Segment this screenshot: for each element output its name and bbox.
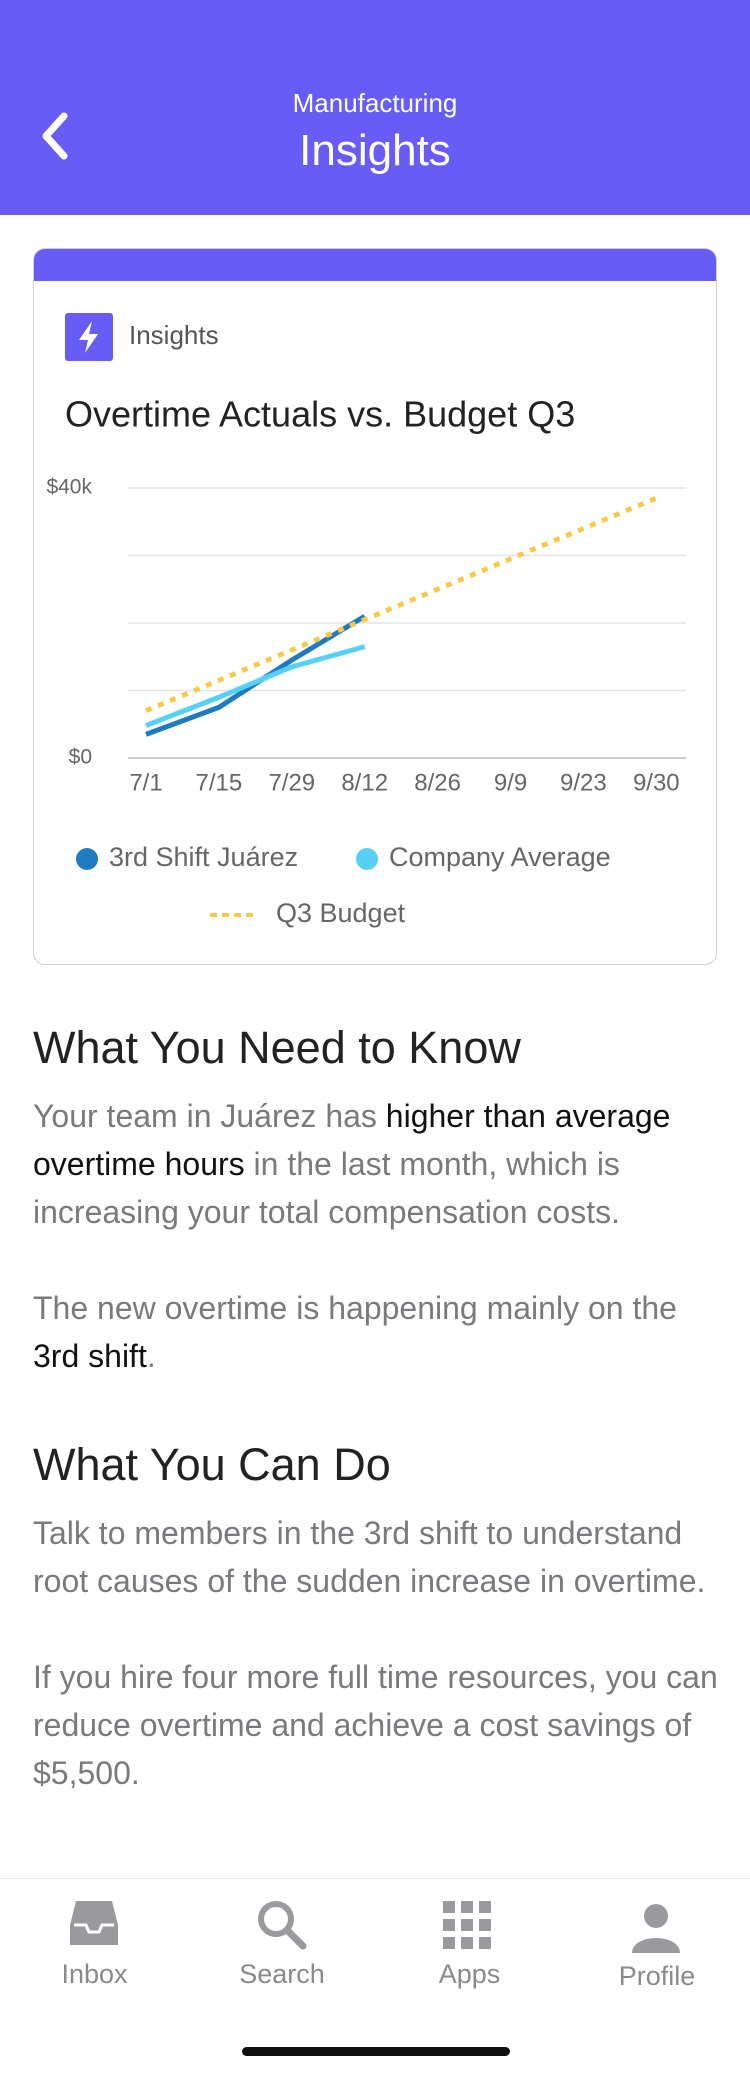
apps-icon [443, 1901, 493, 1951]
paragraph: The new overtime is happening mainly on … [33, 1284, 723, 1380]
series-line [146, 616, 365, 734]
paragraph-text: Your team in Juárez has [33, 1098, 386, 1134]
section: What You Need to Know Your team in Juárez… [33, 1022, 723, 1428]
x-tick-label: 9/23 [560, 769, 607, 796]
x-tick-label: 9/9 [494, 769, 527, 796]
legend-label: 3rd Shift Juárez [109, 842, 298, 872]
legend-swatch [356, 848, 378, 870]
y-tick-label: $40k [46, 476, 92, 499]
paragraph: Talk to members in the 3rd shift to unde… [33, 1509, 723, 1605]
paragraph-text: Talk to members in the 3rd shift to unde… [33, 1515, 705, 1599]
x-tick-label: 7/29 [268, 769, 315, 796]
series-line [146, 498, 656, 711]
x-tick-label: 7/15 [196, 769, 243, 796]
x-tick-label: 7/1 [129, 769, 162, 796]
legend-label: Q3 Budget [276, 898, 406, 928]
header-subtitle: Manufacturing [0, 88, 750, 119]
inbox-icon [68, 1899, 120, 1949]
paragraph-text: If you hire four more full time resource… [33, 1659, 718, 1791]
card-label: Insights [129, 320, 219, 350]
paragraph-text: The new overtime is happening mainly on … [33, 1290, 677, 1326]
paragraph: Your team in Juárez has higher than aver… [33, 1092, 723, 1236]
search-icon [256, 1899, 308, 1951]
chart: Insights Overtime Actuals vs. Budget Q3 … [34, 249, 716, 964]
header: Manufacturing Insights [0, 0, 750, 215]
x-tick-label: 9/30 [633, 769, 680, 796]
tab-label[interactable]: Apps [376, 1959, 563, 1990]
section-heading: What You Can Do [33, 1439, 723, 1491]
x-tick-label: 8/12 [341, 769, 388, 796]
y-tick-label: $0 [69, 746, 92, 769]
legend-label: Company Average [389, 842, 611, 872]
chart-title: Overtime Actuals vs. Budget Q3 [65, 394, 575, 435]
header-title: Insights [0, 126, 750, 176]
section-heading: What You Need to Know [33, 1022, 723, 1074]
insight-card: Insights Overtime Actuals vs. Budget Q3 … [33, 248, 717, 965]
paragraph: If you hire four more full time resource… [33, 1653, 723, 1797]
tab-label[interactable]: Profile [564, 1961, 750, 1992]
paragraph-text: . [147, 1338, 156, 1374]
tab-label[interactable]: Search [189, 1959, 376, 1990]
legend-swatch [76, 848, 98, 870]
x-tick-label: 8/26 [414, 769, 461, 796]
section: What You Can Do Talk to members in the 3r… [33, 1439, 723, 1845]
paragraph-text: 3rd shift [33, 1338, 147, 1374]
tab-label[interactable]: Inbox [1, 1959, 188, 1990]
profile-icon [630, 1903, 682, 1953]
home-indicator [242, 2047, 510, 2056]
